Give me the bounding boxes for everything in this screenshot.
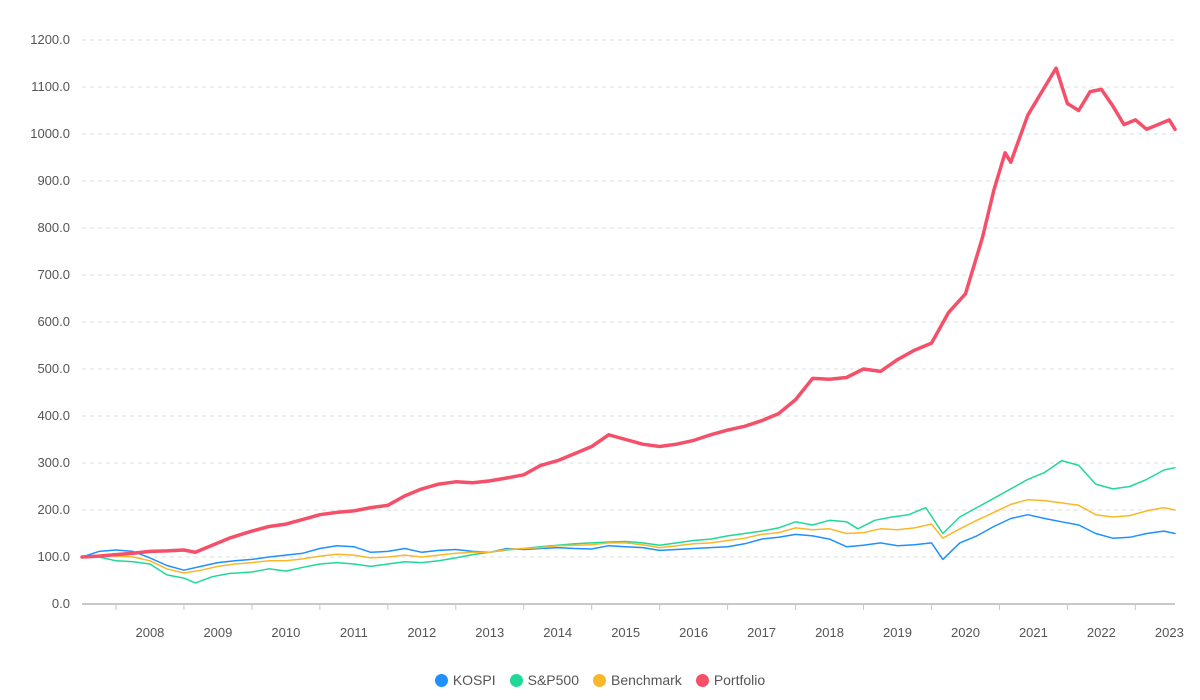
series-line-portfolio (80, 66, 1177, 559)
y-tick-label: 600.0 (37, 314, 70, 329)
y-tick-label: 400.0 (37, 408, 70, 423)
legend-portfolio-label: Portfolio (713, 672, 766, 688)
y-tick-label: 1100.0 (31, 79, 70, 94)
series-line-kospi (81, 513, 1176, 571)
x-tick-label: 2020 (951, 625, 980, 640)
legend-item-kospi[interactable]: KOSPI (434, 672, 496, 688)
legend-kospi-dot-icon (434, 673, 448, 687)
x-tick-label: 2008 (135, 625, 164, 640)
y-tick-label: 900.0 (37, 173, 70, 188)
chart-legend: KOSPI S&P500 Benchmark Portfolio (0, 668, 1200, 692)
x-tick-label: 2016 (679, 625, 708, 640)
x-tick-label: 2021 (1019, 625, 1048, 640)
y-tick-label: 500.0 (37, 361, 70, 376)
legend-kospi-label: KOSPI (452, 672, 496, 688)
y-tick-label: 100.0 (37, 549, 70, 564)
series-line-benchmark (81, 498, 1176, 574)
legend-item-sp500[interactable]: S&P500 (509, 672, 579, 688)
legend-benchmark-label: Benchmark (611, 672, 682, 688)
x-tick-label: 2014 (543, 625, 572, 640)
x-tick-label: 2023 (1155, 625, 1184, 640)
legend-sp500-dot-icon (509, 673, 523, 687)
x-tick-label: 2017 (747, 625, 776, 640)
x-tick-label: 2013 (475, 625, 504, 640)
series-lines (80, 66, 1177, 584)
y-tick-label: 1000.0 (30, 126, 70, 141)
series-line-sp500 (81, 459, 1176, 584)
y-tick-label: 300.0 (37, 455, 70, 470)
grid-lines (82, 39, 1175, 558)
x-tick-label: 2015 (611, 625, 640, 640)
x-tick-label: 2010 (271, 625, 300, 640)
legend-benchmark-dot-icon (593, 673, 606, 687)
y-tick-label: 700.0 (37, 267, 70, 282)
legend-portfolio-dot-icon (695, 673, 709, 687)
y-tick-label: 1200.0 (30, 32, 70, 47)
y-tick-label: 800.0 (37, 220, 70, 235)
x-tick-label: 2019 (883, 625, 912, 640)
legend-item-benchmark[interactable]: Benchmark (593, 672, 682, 688)
y-tick-label: 0.0 (52, 596, 70, 611)
y-axis: 0.0 100.0 200.0 300.0 400.0 500.0 600.0 700.0 80… (30, 32, 70, 611)
x-tick-label: 2022 (1087, 625, 1116, 640)
x-tick-label: 2011 (340, 625, 368, 640)
legend-sp500-label: S&P500 (527, 672, 579, 688)
x-tick-label: 2012 (407, 625, 436, 640)
y-tick-label: 200.0 (37, 502, 70, 517)
x-tick-label: 2018 (815, 625, 844, 640)
chart-plot-area: 0.0 100.0 200.0 300.0 400.0 500.0 600.0 700.0 80… (30, 32, 1184, 640)
x-axis: 2008 2009 2010 2011 2012 2013 2014 2015 2016 2017… (82, 603, 1184, 640)
legend-item-portfolio[interactable]: Portfolio (695, 672, 766, 688)
x-tick-label: 2009 (203, 625, 232, 640)
